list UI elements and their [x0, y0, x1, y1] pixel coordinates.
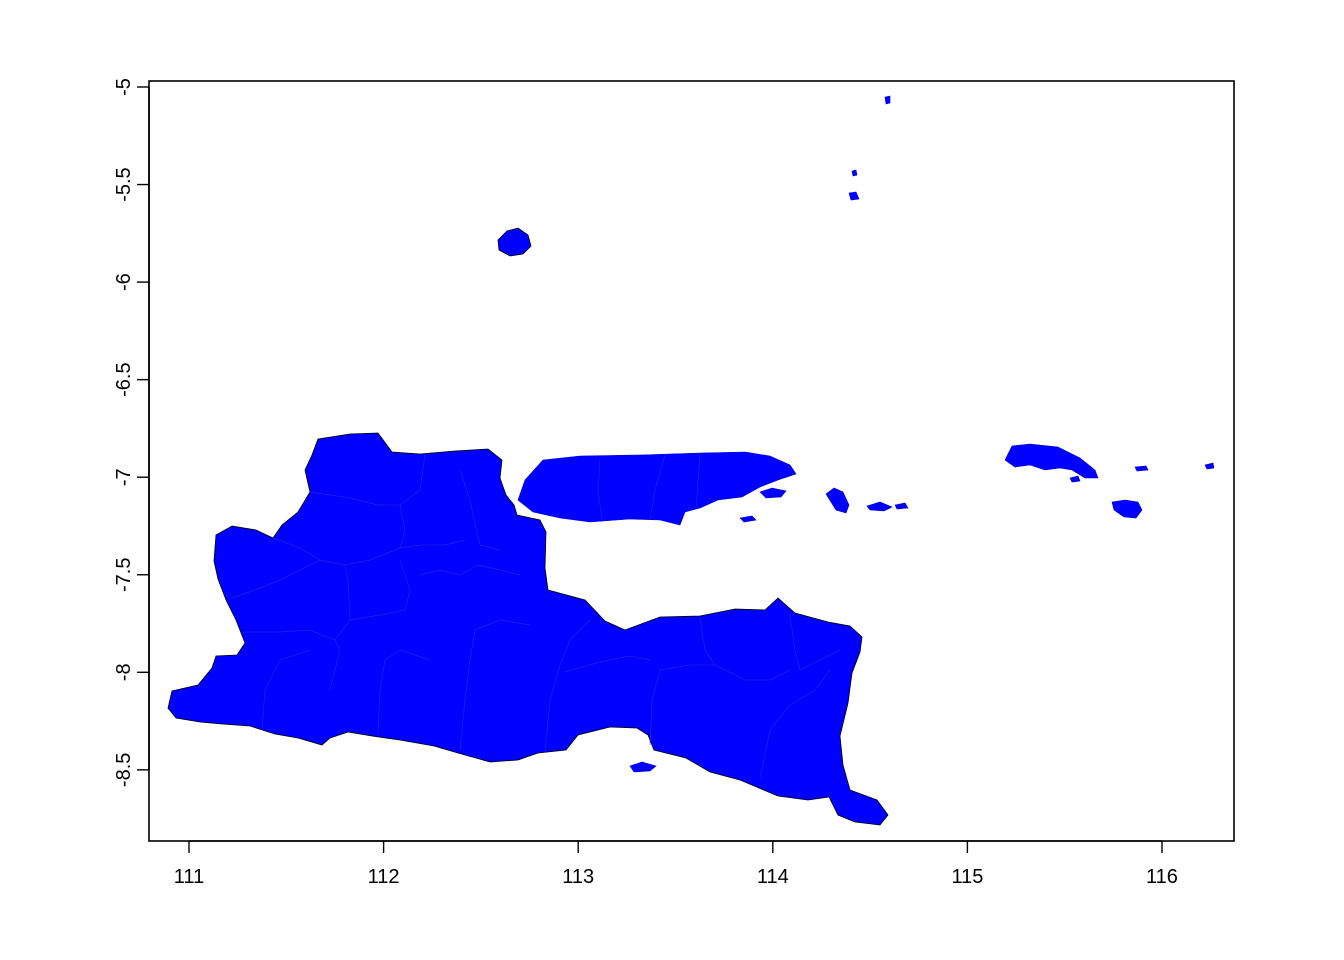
island-small-3: [866, 501, 893, 512]
x-axis: 111 112 113 114 115 116: [174, 840, 1178, 888]
island-small-4: [739, 515, 757, 523]
island-small-8: [1134, 465, 1149, 472]
island-north-2: [851, 169, 858, 177]
bawean-island: [497, 227, 532, 257]
y-tick-label: -6.5: [113, 362, 135, 396]
y-tick-label: -8: [113, 663, 135, 681]
island-small-1: [825, 487, 850, 514]
main-island: [167, 432, 889, 826]
island-small-7: [1204, 462, 1215, 470]
x-tick-label: 116: [1146, 866, 1178, 888]
y-tick-label: -5.5: [113, 167, 135, 201]
y-tick-label: -7.5: [113, 558, 135, 592]
x-tick-label: 111: [174, 866, 204, 888]
madura-island: [517, 451, 797, 526]
y-tick-label: -5: [113, 78, 135, 96]
island-small-6: [1111, 499, 1143, 519]
island-north-1: [884, 95, 891, 105]
x-tick-label: 114: [757, 866, 789, 888]
x-tick-label: 112: [368, 866, 400, 888]
y-tick-label: -6: [113, 273, 135, 291]
island-small-2: [759, 487, 787, 499]
y-tick-label: -8.5: [113, 753, 135, 787]
kangean-island: [1004, 443, 1099, 479]
regency-borders: [231, 453, 841, 779]
nusa-barung-island: [629, 761, 657, 773]
x-tick-label: 115: [951, 866, 983, 888]
island-small-5: [894, 502, 909, 510]
y-tick-label: -7: [113, 468, 135, 486]
x-tick-label: 113: [562, 866, 594, 888]
land-shapes: [167, 95, 1215, 826]
island-small-9: [1069, 475, 1081, 483]
y-axis: -5 -5.5 -6 -6.5 -7 -7.5 -8 -8.5: [113, 78, 150, 787]
island-north-3: [848, 191, 860, 201]
